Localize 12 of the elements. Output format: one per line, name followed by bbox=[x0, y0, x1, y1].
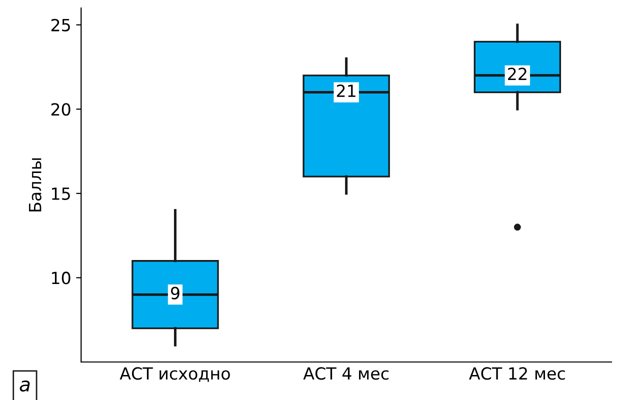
y-tick-label: 25 bbox=[51, 18, 70, 32]
y-axis-title: Баллы bbox=[29, 158, 42, 212]
y-tick-label: 10 bbox=[52, 272, 70, 284]
y-tick-label: 20 bbox=[51, 103, 70, 116]
annotation: 22 bbox=[508, 68, 526, 80]
y-tick-label: 15 bbox=[52, 188, 70, 200]
x-tick-label: АСТ исходно bbox=[120, 367, 230, 382]
annotation: 21 bbox=[336, 84, 356, 97]
x-tick-label: АСТ 12 мес bbox=[469, 367, 565, 380]
annotation: 9 bbox=[170, 286, 180, 300]
x-tick-label: АСТ 4 мес bbox=[303, 367, 388, 380]
text: а bbox=[20, 380, 30, 392]
